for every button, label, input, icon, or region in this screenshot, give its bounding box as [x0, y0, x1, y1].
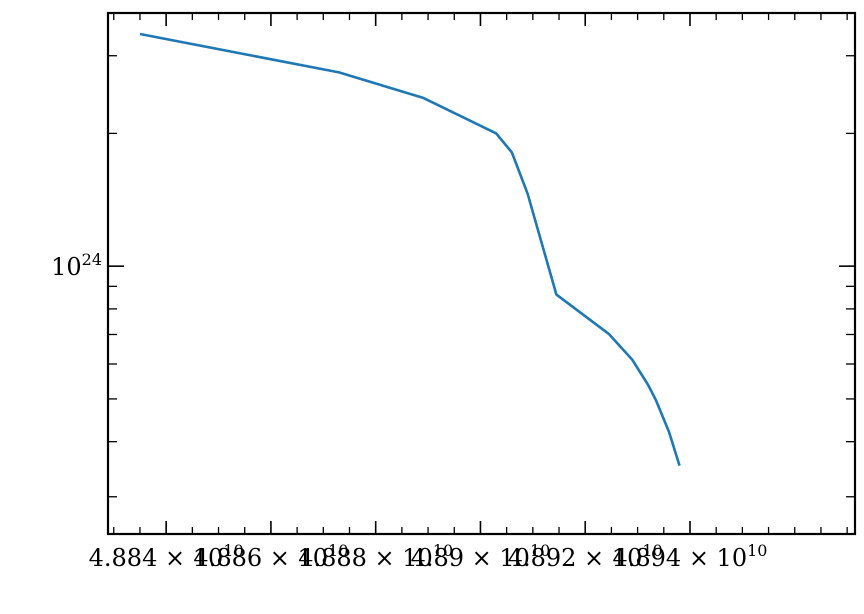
y-tick-labels: 1024: [51, 250, 102, 281]
x-tick-label: 4.89 × 1010: [411, 541, 551, 572]
minor-ticks: [108, 13, 855, 534]
y-tick-label: 1024: [51, 250, 102, 281]
x-tick-label: 4.888 × 1010: [298, 541, 453, 572]
plot-frame: [106, 11, 857, 536]
x-tick-label: 4.892 × 1010: [508, 541, 663, 572]
x-tick-label: 4.894 × 1010: [612, 541, 767, 572]
x-tick-label: 4.886 × 1010: [193, 541, 348, 572]
series-layer: [139, 32, 681, 466]
major-ticks: [108, 13, 855, 534]
x-tick-label: 4.884 × 1010: [89, 541, 244, 572]
series-line: [139, 32, 681, 466]
